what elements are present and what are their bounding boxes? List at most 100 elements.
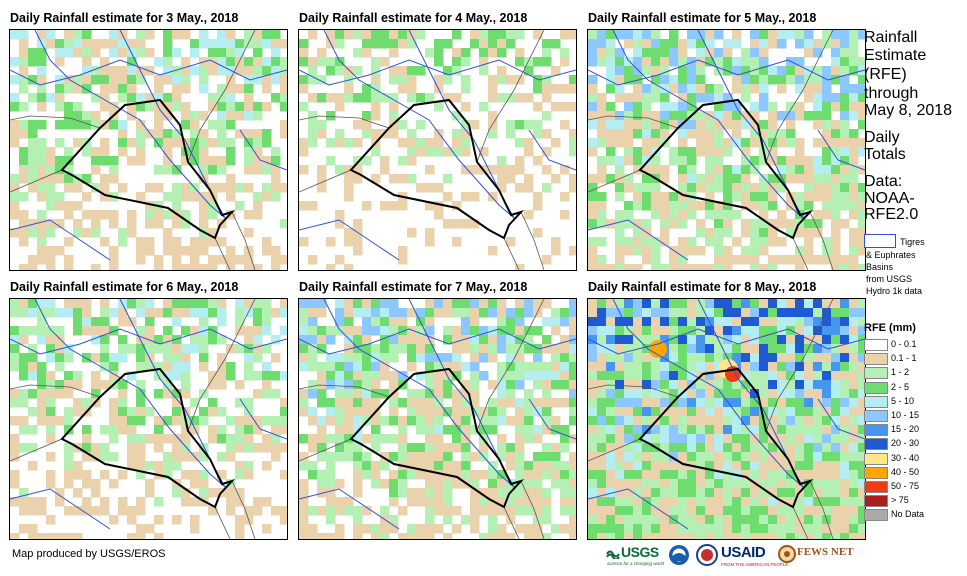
rainfall-cell <box>461 434 471 444</box>
rainfall-cell <box>190 156 200 166</box>
rainfall-cell <box>714 515 724 525</box>
rainfall-cell <box>858 201 865 211</box>
rainfall-cell <box>642 326 652 336</box>
rainfall-cell <box>750 165 760 175</box>
rainfall-cell <box>804 425 814 435</box>
rainfall-cell <box>497 299 507 309</box>
rainfall-cell <box>353 488 363 498</box>
rainfall-cell <box>280 183 287 193</box>
rainfall-cell <box>317 165 327 175</box>
rainfall-cell <box>768 102 778 112</box>
rainfall-cell <box>723 506 733 516</box>
rainfall-cell <box>777 461 787 471</box>
rainfall-cell <box>172 398 182 408</box>
rainfall-cell <box>804 75 814 85</box>
rainfall-cell <box>317 389 327 399</box>
rainfall-cell <box>91 335 101 345</box>
rainfall-cell <box>768 362 778 372</box>
rainfall-cell <box>28 147 38 157</box>
rainfall-cell <box>606 174 616 184</box>
rainfall-cell <box>849 192 859 202</box>
rainfall-cell <box>226 452 236 462</box>
rainfall-cell <box>190 66 200 76</box>
rainfall-cell <box>750 156 760 166</box>
rainfall-cell <box>55 120 65 130</box>
rainfall-cell <box>696 344 706 354</box>
rainfall-cell <box>10 93 20 103</box>
rainfall-cell <box>696 326 706 336</box>
legend-swatch <box>864 480 888 493</box>
rainfall-cell <box>804 371 814 381</box>
rainfall-cell <box>705 515 715 525</box>
rainfall-cell <box>28 57 38 67</box>
rainfall-cell <box>19 30 29 40</box>
rainfall-cell <box>768 147 778 157</box>
rainfall-cell <box>398 317 408 327</box>
rainfall-cell <box>705 129 715 139</box>
rainfall-cell <box>398 488 408 498</box>
rainfall-cell <box>389 407 399 417</box>
rainfall-cell <box>588 443 598 453</box>
rainfall-cell <box>100 317 110 327</box>
rainfall-cell <box>226 246 236 256</box>
rainfall-cell <box>46 156 56 166</box>
rainfall-cell <box>335 93 345 103</box>
rainfall-cell <box>271 389 281 399</box>
rainfall-cell <box>660 299 670 309</box>
rainfall-cell <box>804 317 814 327</box>
rainfall-cell <box>353 344 363 354</box>
rainfall-cell <box>633 425 643 435</box>
rainfall-cell <box>371 30 381 40</box>
rainfall-cell <box>28 138 38 148</box>
rainfall-cell <box>244 398 254 408</box>
rainfall-cell <box>651 407 661 417</box>
iraq-border <box>60 367 236 509</box>
rainfall-cell <box>253 416 263 426</box>
rainfall-cell <box>714 299 724 309</box>
rainfall-cell <box>154 165 164 175</box>
rainfall-cell <box>389 452 399 462</box>
rainfall-cell <box>253 156 263 166</box>
basin-line-5: Hydro 1k data <box>866 286 923 296</box>
rainfall-cell <box>452 30 462 40</box>
rainfall-cell <box>64 353 74 363</box>
rainfall-cell <box>308 138 318 148</box>
rainfall-cell <box>37 30 47 40</box>
rainfall-cell <box>660 120 670 130</box>
rainfall-cell <box>127 57 137 67</box>
rainfall-cell <box>669 452 679 462</box>
rainfall-cell <box>741 138 751 148</box>
rainfall-cell <box>335 219 345 229</box>
rainfall-cell <box>262 39 272 49</box>
rainfall-cell <box>488 165 498 175</box>
rainfall-cell <box>768 111 778 121</box>
rainfall-cell <box>262 246 272 256</box>
rainfall-cell <box>669 39 679 49</box>
rainfall-cell <box>506 308 516 318</box>
rainfall-cell <box>750 353 760 363</box>
rainfall-cell <box>615 317 625 327</box>
rainfall-cell <box>723 533 733 539</box>
side-totals: Totals <box>864 146 906 163</box>
rainfall-cell <box>831 299 841 309</box>
rainfall-cell <box>73 371 83 381</box>
rainfall-cell <box>353 48 363 58</box>
rainfall-cell <box>46 308 56 318</box>
rainfall-cell <box>633 219 643 229</box>
rainfall-cell <box>732 57 742 67</box>
rainfall-cell <box>840 111 850 121</box>
rainfall-cell <box>786 299 796 309</box>
rainfall-cell <box>82 497 92 507</box>
rainfall-cell <box>46 192 56 202</box>
rainfall-cell <box>831 219 841 229</box>
rainfall-cell <box>732 344 742 354</box>
rainfall-cell <box>154 434 164 444</box>
rainfall-cell <box>470 317 480 327</box>
rainfall-cell <box>588 237 598 247</box>
rainfall-cell <box>795 380 805 390</box>
rainfall-cell <box>461 75 471 85</box>
rainfall-cell <box>461 102 471 112</box>
rainfall-cell <box>768 201 778 211</box>
rainfall-cell <box>840 120 850 130</box>
rainfall-cell <box>280 425 287 435</box>
